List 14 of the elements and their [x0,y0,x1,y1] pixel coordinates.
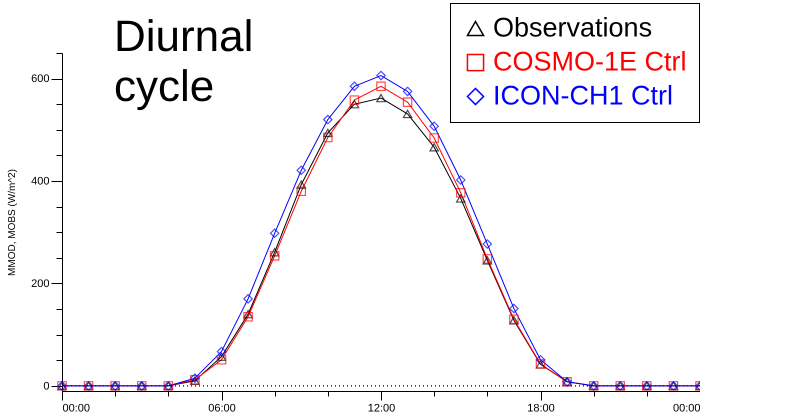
x-tick-label: 06:00 [208,402,236,414]
x-tick-label: 18:00 [527,402,555,414]
legend-label: Observations [493,12,652,42]
y-tick-label: 0 [43,380,50,392]
y-axis-title: MMOD, MOBS (W/m^2) [7,169,18,276]
x-tick-label: 12:00 [368,402,396,414]
y-tick-label: 600 [31,73,50,86]
legend-label: COSMO-1E Ctrl [493,46,687,76]
x-tick-label: 00:00 [62,402,90,414]
chart-title: Diurnal cycle [114,12,254,111]
y-tick-label: 400 [31,176,50,188]
x-tick-label: 00:00 [672,402,700,414]
y-tick-label: 200 [31,278,50,290]
legend-label: ICON-CH1 Ctrl [493,80,673,110]
